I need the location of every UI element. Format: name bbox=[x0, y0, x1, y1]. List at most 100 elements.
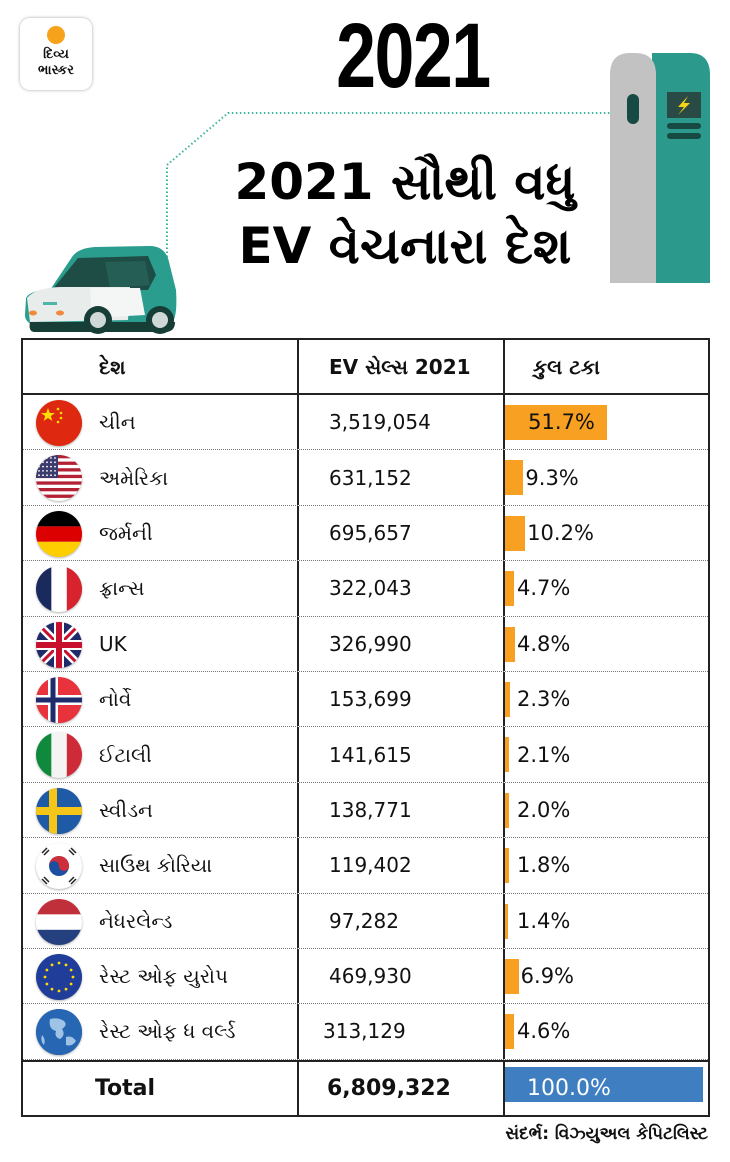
source-credit: સંદર્ભ: વિઝ્યુઅલ કેપિટલિસ્ટ bbox=[505, 1124, 708, 1144]
south-korea-flag-icon bbox=[36, 843, 82, 890]
country-cell: રેસ્ટ ઓફ યુરોપ bbox=[23, 948, 299, 1004]
country-cell: રેસ્ટ ઓફ ધ વર્લ્ડ bbox=[23, 1004, 299, 1059]
share-bar bbox=[505, 792, 509, 828]
table-row: સાઉથ કોરિયા 119,402 1.8% bbox=[23, 838, 708, 894]
country-name: નોર્વે bbox=[99, 687, 132, 712]
country-name: ઈટાલી bbox=[99, 742, 152, 767]
country-cell: ઈટાલી bbox=[23, 727, 299, 782]
total-share-label: 100.0% bbox=[527, 1075, 611, 1101]
ev-sales-value: 469,930 bbox=[299, 948, 505, 1004]
share-label: 1.8% bbox=[517, 853, 571, 878]
share-label: 2.1% bbox=[517, 742, 571, 767]
table-header-row: દેશ EV સેલ્સ 2021 કુલ ટકા bbox=[23, 340, 708, 395]
share-cell: 1.8% bbox=[505, 838, 708, 892]
table-row: જર્મની 695,657 10.2% bbox=[23, 505, 708, 562]
share-bar bbox=[505, 571, 515, 607]
table-row: રેસ્ટ ઓફ યુરોપ 469,930 6.9% bbox=[23, 948, 708, 1005]
globe-icon bbox=[36, 1009, 82, 1056]
header-country: દેશ bbox=[23, 340, 299, 393]
share-cell: 9.3% bbox=[505, 450, 708, 504]
share-cell: 10.2% bbox=[505, 506, 708, 560]
country-cell: ફ્રાન્સ bbox=[23, 561, 299, 616]
share-bar bbox=[505, 848, 509, 884]
table-row: અમેરિકા 631,152 9.3% bbox=[23, 450, 708, 506]
ev-sales-table: દેશ EV સેલ્સ 2021 કુલ ટકા ચીન 3,519,054 … bbox=[21, 338, 710, 1117]
country-cell: નેધરલેન્ડ bbox=[23, 893, 299, 948]
share-bar bbox=[505, 737, 510, 773]
table-row: નેધરલેન્ડ 97,282 1.4% bbox=[23, 893, 708, 949]
ev-sales-value: 97,282 bbox=[299, 893, 505, 948]
country-cell: સ્વીડન bbox=[23, 782, 299, 838]
logo-text-line1: દિવ્ય bbox=[43, 47, 69, 62]
uk-flag-icon bbox=[36, 621, 82, 668]
title-line-1: 2021 સૌથી વધુ bbox=[234, 153, 576, 211]
country-name: UK bbox=[99, 631, 127, 656]
header-sales: EV સેલ્સ 2021 bbox=[299, 340, 505, 393]
netherlands-flag-icon bbox=[36, 898, 82, 945]
charging-station-icon bbox=[610, 53, 710, 283]
logo-text-line2: ભાસ્કર bbox=[38, 63, 74, 78]
norway-flag-icon bbox=[36, 676, 82, 723]
share-bar bbox=[505, 681, 510, 717]
share-label: 2.3% bbox=[517, 687, 571, 712]
share-label: 4.8% bbox=[517, 631, 571, 656]
share-label: 4.6% bbox=[517, 1019, 571, 1044]
country-cell: અમેરિકા bbox=[23, 450, 299, 505]
ev-sales-value: 138,771 bbox=[299, 782, 505, 838]
year-heading: 2021 bbox=[336, 5, 491, 107]
share-cell: 4.8% bbox=[505, 617, 708, 671]
table-row: નોર્વે 153,699 2.3% bbox=[23, 671, 708, 728]
ev-sales-value: 141,615 bbox=[299, 727, 505, 782]
ev-sales-value: 153,699 bbox=[299, 671, 505, 727]
illustration-layer bbox=[25, 53, 710, 334]
table-total-row: Total 6,809,322 100.0% bbox=[23, 1059, 708, 1115]
share-cell: 6.9% bbox=[505, 949, 708, 1003]
total-share-cell: 100.0% bbox=[505, 1062, 708, 1115]
share-cell: 51.7% bbox=[505, 395, 708, 449]
share-label: 9.3% bbox=[525, 465, 579, 490]
share-cell: 4.7% bbox=[505, 561, 708, 615]
share-bar bbox=[505, 958, 519, 994]
share-bar bbox=[505, 903, 508, 939]
share-bar bbox=[505, 1014, 515, 1050]
country-cell: ચીન bbox=[23, 395, 299, 450]
share-cell: 2.1% bbox=[505, 727, 708, 781]
ev-sales-value: 322,043 bbox=[299, 561, 505, 616]
country-name: નેધરલેન્ડ bbox=[99, 908, 173, 933]
title-line-2: EV વેચનારા દેશ bbox=[238, 217, 572, 275]
country-name: રેસ્ટ ઓફ ધ વર્લ્ડ bbox=[99, 1019, 236, 1044]
germany-flag-icon bbox=[36, 510, 82, 557]
share-bar bbox=[505, 515, 526, 551]
italy-flag-icon bbox=[36, 732, 82, 779]
share-label: 4.7% bbox=[517, 576, 571, 601]
share-label: 51.7% bbox=[528, 410, 595, 435]
electric-car-icon bbox=[25, 246, 177, 334]
table-row: ફ્રાન્સ 322,043 4.7% bbox=[23, 561, 708, 617]
table-row: રેસ્ટ ઓફ ધ વર્લ્ડ 313,129 4.6% bbox=[23, 1004, 708, 1060]
country-name: સ્વીડન bbox=[99, 797, 153, 822]
china-flag-icon bbox=[36, 400, 82, 446]
share-label: 6.9% bbox=[520, 964, 575, 989]
share-cell: 1.4% bbox=[505, 894, 708, 948]
total-sales: 6,809,322 bbox=[299, 1061, 505, 1115]
lightning-bolt-icon bbox=[678, 96, 690, 115]
share-bar bbox=[505, 405, 608, 440]
country-name: સાઉથ કોરિયા bbox=[99, 853, 213, 878]
country-cell: નોર્વે bbox=[23, 671, 299, 727]
country-name: ચીન bbox=[99, 410, 136, 435]
ev-sales-value: 695,657 bbox=[299, 505, 505, 561]
country-cell: UK bbox=[23, 616, 299, 671]
country-name: જર્મની bbox=[99, 520, 153, 545]
share-label: 10.2% bbox=[527, 520, 594, 545]
page-title: 2021 સૌથી વધુ EV વેચનારા દેશ bbox=[205, 150, 605, 278]
share-label: 2.0% bbox=[517, 797, 571, 822]
ev-sales-value: 3,519,054 bbox=[299, 395, 505, 450]
logo-sun-icon bbox=[47, 26, 65, 44]
france-flag-icon bbox=[36, 566, 82, 613]
total-label: Total bbox=[23, 1061, 299, 1115]
total-share-bar bbox=[505, 1066, 703, 1102]
dotted-connector bbox=[166, 112, 612, 265]
share-bar bbox=[505, 626, 515, 662]
ev-sales-value: 326,990 bbox=[299, 616, 505, 671]
header-share: કુલ ટકા bbox=[533, 354, 600, 379]
